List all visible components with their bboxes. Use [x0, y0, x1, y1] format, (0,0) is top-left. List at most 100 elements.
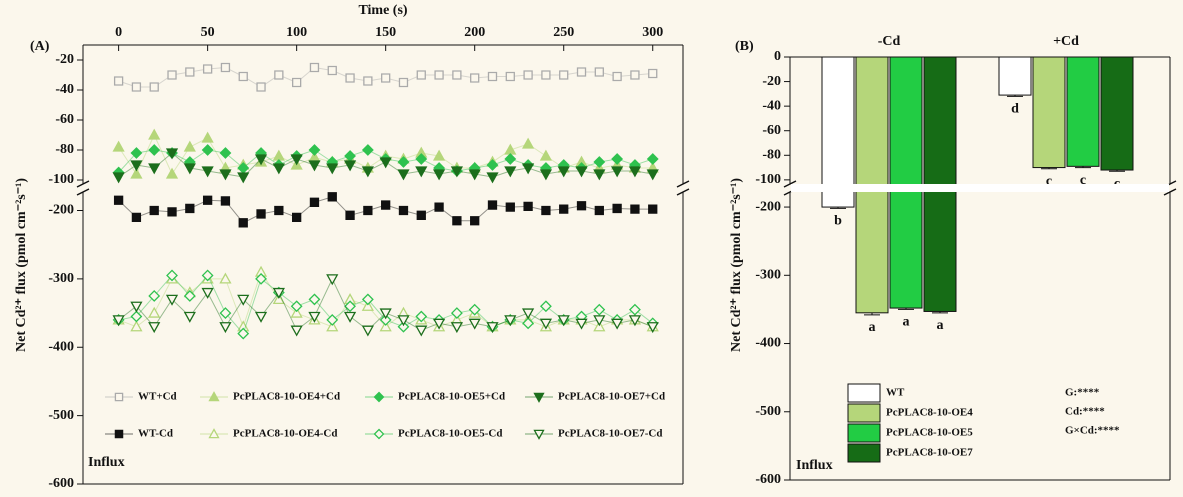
legend-label: PcPLAC8-10-OE5+Cd — [398, 391, 505, 403]
point — [504, 166, 517, 178]
error-bar — [1041, 167, 1057, 170]
point — [559, 70, 569, 80]
point — [397, 320, 410, 333]
legend-swatch — [847, 423, 881, 443]
significance-letter: c — [1114, 176, 1120, 191]
point — [432, 169, 446, 181]
point — [219, 147, 232, 159]
point — [521, 137, 535, 149]
point — [290, 306, 303, 318]
error-bar — [1007, 95, 1023, 97]
point — [274, 70, 284, 80]
y-tick-label: -80 — [762, 148, 781, 163]
point — [237, 327, 250, 340]
point — [308, 311, 321, 323]
point — [130, 147, 143, 159]
point — [201, 144, 214, 156]
y-tick-label: -600 — [48, 476, 74, 491]
point — [238, 71, 248, 82]
point — [487, 71, 498, 82]
axis-break — [76, 180, 90, 196]
point — [167, 207, 177, 217]
legend-marker — [208, 391, 220, 402]
point — [648, 204, 658, 214]
point — [309, 62, 320, 73]
x-tick-label: 200 — [464, 25, 485, 40]
point — [415, 166, 428, 178]
point — [432, 318, 446, 330]
point — [593, 169, 606, 181]
y-tick-label: -500 — [755, 404, 781, 419]
point — [523, 201, 533, 212]
point — [470, 216, 480, 226]
point — [309, 197, 320, 207]
point — [611, 166, 624, 178]
legend-label: WT-Cd — [138, 428, 173, 440]
point — [594, 67, 604, 77]
legend-label: PcPLAC8-10-OE5-Cd — [398, 428, 503, 440]
point — [504, 143, 517, 155]
point — [468, 303, 481, 316]
point — [379, 308, 392, 320]
y-tick-label: -60 — [762, 123, 781, 138]
legend-marker — [373, 391, 385, 403]
point — [361, 325, 374, 337]
y-tick-label: -100 — [48, 172, 74, 187]
point — [452, 70, 462, 80]
point — [183, 163, 196, 175]
point — [327, 192, 337, 202]
point — [522, 317, 535, 330]
x-tick-label: 50 — [201, 25, 215, 40]
legend-marker — [114, 429, 124, 439]
point — [238, 218, 248, 228]
point — [149, 82, 159, 92]
point — [130, 320, 143, 332]
point — [361, 299, 374, 311]
y-tick-label: -40 — [55, 82, 74, 97]
y-tick-label: -400 — [755, 336, 781, 351]
category-label: +Cd — [1053, 34, 1079, 49]
point — [112, 172, 125, 184]
point — [594, 205, 604, 216]
point — [432, 149, 446, 161]
x-tick-label: 0 — [115, 25, 122, 40]
point — [201, 287, 214, 299]
point — [630, 70, 640, 80]
point — [344, 300, 356, 313]
point — [539, 318, 553, 330]
point — [361, 293, 374, 306]
point — [290, 154, 303, 166]
point — [327, 65, 337, 76]
y-tick-label: -100 — [755, 172, 781, 187]
point — [290, 300, 303, 313]
significance-letter: a — [869, 320, 876, 335]
x-tick-label: 250 — [553, 25, 574, 40]
point — [291, 77, 302, 88]
point — [130, 310, 143, 323]
point — [345, 73, 355, 83]
point — [468, 318, 481, 330]
error-bar — [830, 207, 846, 209]
legend-swatch — [847, 403, 881, 423]
error-bar — [898, 308, 914, 310]
legend-label: PcPLAC8-10-OE7-Cd — [558, 428, 663, 440]
point — [415, 325, 428, 337]
point — [450, 322, 463, 334]
legend-label: WT+Cd — [138, 391, 177, 403]
point — [648, 68, 658, 79]
point — [397, 156, 410, 168]
stat-label: G×Cd:**** — [1065, 425, 1120, 437]
point — [487, 200, 498, 210]
point — [504, 315, 517, 327]
point — [646, 169, 659, 181]
legend-swatch — [847, 443, 881, 463]
legend-label: WT — [886, 387, 905, 399]
legend-label: PcPLAC8-10-OE4+Cd — [233, 391, 340, 403]
point — [630, 204, 640, 214]
bar — [1066, 56, 1100, 167]
x-tick-label: 150 — [375, 25, 396, 40]
point — [450, 166, 463, 178]
point — [167, 70, 177, 80]
legend-marker — [533, 392, 545, 403]
